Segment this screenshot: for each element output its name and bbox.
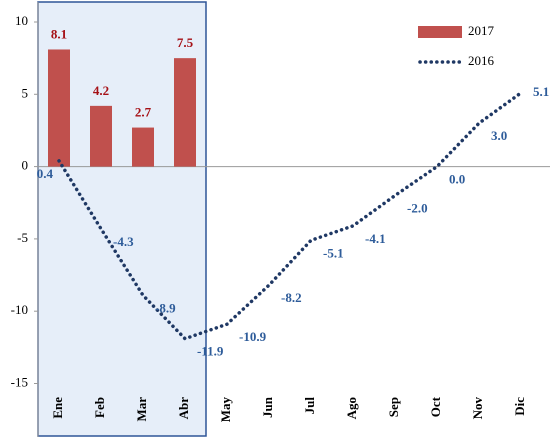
y-tick-label: -15 [11, 374, 28, 389]
line [57, 91, 523, 341]
x-tick-label: Mar [134, 397, 149, 422]
y-tick-label: -5 [17, 230, 28, 245]
x-tick-label: Abr [176, 397, 191, 420]
line-value-label: -4.3 [113, 234, 134, 249]
line-value-label: 0.4 [37, 166, 54, 181]
x-tick-label: Dic [512, 397, 527, 416]
x-tick-label: Nov [470, 397, 485, 420]
line-value-label: -2.0 [407, 201, 428, 216]
legend-label: 2017 [468, 23, 495, 38]
x-tick-label: Jul [302, 397, 317, 415]
line-value-label: 3.0 [491, 128, 507, 143]
bar [174, 58, 196, 167]
legend-swatch [418, 26, 462, 38]
bar-value-label: 8.1 [51, 26, 67, 41]
x-tick-label: Oct [428, 396, 443, 417]
x-tick-label: Ago [344, 397, 359, 419]
y-tick-label: -10 [11, 302, 28, 317]
bar [90, 105, 112, 167]
bar-value-label: 2.7 [135, 105, 152, 120]
y-tick-label: 5 [22, 85, 29, 100]
line-value-label: -8.2 [281, 290, 302, 305]
y-tick-label: 10 [15, 13, 28, 28]
line-value-label: 0.0 [449, 172, 465, 187]
line-value-label: -10.9 [239, 329, 267, 344]
bar [132, 127, 154, 167]
x-tick-label: Jun [260, 396, 275, 418]
bar [48, 49, 70, 167]
y-tick-label: 0 [22, 158, 29, 173]
x-tick-label: Feb [92, 397, 107, 418]
line-value-label: -4.1 [365, 231, 386, 246]
line-value-label: -8.9 [155, 300, 176, 315]
x-tick-label: May [218, 397, 233, 423]
x-tick-label: Sep [386, 397, 401, 417]
bar-value-label: 7.5 [177, 35, 194, 50]
bar-value-label: 4.2 [93, 83, 109, 98]
line-value-label: -11.9 [197, 344, 224, 359]
line-value-label: 5.1 [533, 84, 549, 99]
legend-label: 2016 [468, 53, 495, 68]
line-value-label: -5.1 [323, 245, 344, 260]
x-tick-label: Ene [50, 397, 65, 419]
